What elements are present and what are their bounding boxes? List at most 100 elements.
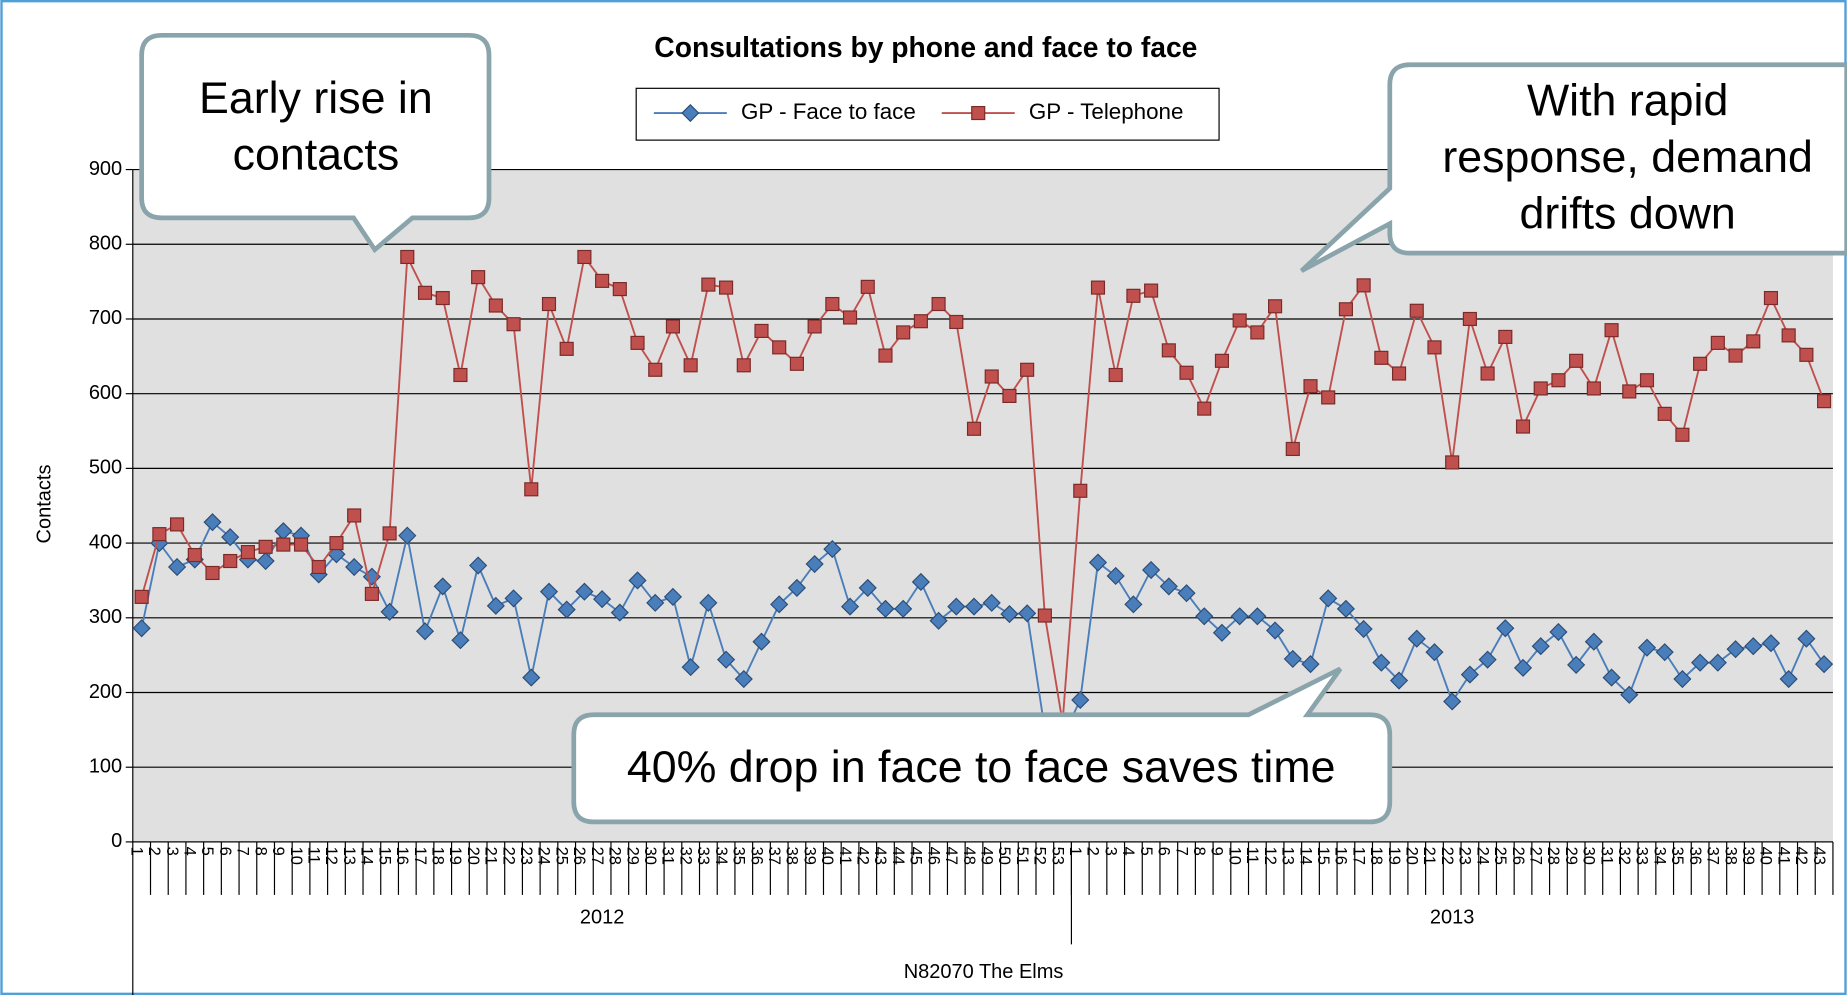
marker xyxy=(1232,313,1247,328)
y-tick-label: 300 xyxy=(89,606,122,628)
marker xyxy=(1657,406,1672,421)
marker xyxy=(681,658,700,677)
marker xyxy=(1002,388,1017,403)
marker xyxy=(1797,629,1816,648)
marker xyxy=(1283,649,1302,668)
marker xyxy=(1639,373,1655,388)
marker xyxy=(415,622,435,641)
x-tick-label: 20 xyxy=(1403,847,1421,865)
x-tick-label: 25 xyxy=(552,847,570,865)
x-tick-label: 46 xyxy=(924,847,942,865)
marker xyxy=(1338,302,1353,317)
x-tick-label: 51 xyxy=(1013,847,1031,865)
marker xyxy=(858,578,877,597)
marker xyxy=(240,544,255,560)
marker xyxy=(134,589,149,604)
marker xyxy=(1374,350,1389,365)
x-tick-label: 10 xyxy=(1225,847,1243,865)
marker xyxy=(364,586,379,601)
x-tick-label: 37 xyxy=(1704,847,1722,865)
marker xyxy=(1073,483,1088,498)
marker xyxy=(541,296,557,312)
marker xyxy=(719,280,734,295)
x-tick-label: 15 xyxy=(375,847,393,865)
callout-shape xyxy=(139,32,492,254)
x-tick-label: 23 xyxy=(1456,847,1474,865)
marker xyxy=(842,310,858,325)
marker xyxy=(1478,650,1497,669)
x-tick-label: 33 xyxy=(694,847,712,865)
marker xyxy=(593,590,612,609)
marker xyxy=(1817,394,1832,409)
x-tick-label: 12 xyxy=(322,847,340,865)
y-tick-label: 400 xyxy=(89,531,122,553)
x-tick-label: 11 xyxy=(305,847,323,864)
x-tick-label: 36 xyxy=(747,847,765,865)
x-tick-label: 19 xyxy=(1385,847,1403,865)
marker xyxy=(577,249,592,265)
marker xyxy=(1567,655,1586,674)
series xyxy=(132,513,1834,747)
marker xyxy=(293,537,309,552)
x-tick-label: 4 xyxy=(1119,847,1137,856)
x-tick-label: 32 xyxy=(1615,847,1633,865)
marker xyxy=(754,323,769,338)
marker xyxy=(663,587,683,606)
x-tick-label: 49 xyxy=(977,847,995,865)
marker xyxy=(1708,653,1727,672)
marker xyxy=(557,600,576,619)
marker xyxy=(1230,607,1249,626)
x-tick-label: 3 xyxy=(1101,847,1119,856)
x-tick-label: 52 xyxy=(1031,847,1049,865)
x-tick-label: 20 xyxy=(464,847,482,865)
x-tick-label: 14 xyxy=(358,847,376,865)
x-tick-label: 21 xyxy=(482,847,500,865)
marker xyxy=(203,513,222,532)
marker xyxy=(451,631,470,650)
marker xyxy=(894,599,913,618)
marker xyxy=(1336,599,1355,618)
x-tick-label: 13 xyxy=(1279,847,1297,865)
x-tick-label: 32 xyxy=(676,847,694,865)
x-tick-label: 24 xyxy=(535,847,553,865)
x-tick-label: 26 xyxy=(1509,847,1527,865)
marker xyxy=(1407,629,1426,648)
marker xyxy=(311,559,326,575)
x-tick-label: 14 xyxy=(1296,847,1314,865)
marker xyxy=(1108,367,1123,383)
x-tick-label: 34 xyxy=(712,847,730,865)
marker xyxy=(805,554,824,574)
marker xyxy=(964,597,984,616)
y-tick-label: 500 xyxy=(89,457,122,479)
x-tick-label: 47 xyxy=(942,847,960,865)
x-tick-label: 44 xyxy=(889,847,907,865)
x-tick-label: 25 xyxy=(1491,847,1509,865)
x-tick-label: 39 xyxy=(1739,847,1757,865)
x-tick-label: 11 xyxy=(1243,847,1261,864)
chart-title: Consultations by phone and face to face xyxy=(654,31,1197,63)
marker xyxy=(187,547,202,563)
marker xyxy=(1195,607,1214,626)
marker xyxy=(471,270,486,285)
marker xyxy=(1144,283,1159,298)
marker xyxy=(1142,560,1161,580)
marker xyxy=(1551,373,1566,388)
group-label: 2012 xyxy=(580,907,625,929)
marker xyxy=(152,527,167,542)
marker xyxy=(1177,584,1196,603)
marker xyxy=(1675,427,1690,442)
x-tick-label: 18 xyxy=(1367,847,1385,865)
marker xyxy=(1726,640,1745,659)
marker xyxy=(1126,288,1141,303)
x-tick-label: 13 xyxy=(340,847,358,865)
marker xyxy=(329,536,344,551)
x-tick-label: 23 xyxy=(517,847,535,865)
x-tick-label: 18 xyxy=(428,847,446,865)
x-tick-label: 3 xyxy=(163,847,181,856)
x-tick-label: 35 xyxy=(730,847,748,865)
marker xyxy=(345,557,364,577)
marker xyxy=(1391,366,1407,381)
x-tick-label: 27 xyxy=(1526,847,1544,865)
y-tick-label: 600 xyxy=(89,382,122,404)
marker xyxy=(1761,634,1781,653)
